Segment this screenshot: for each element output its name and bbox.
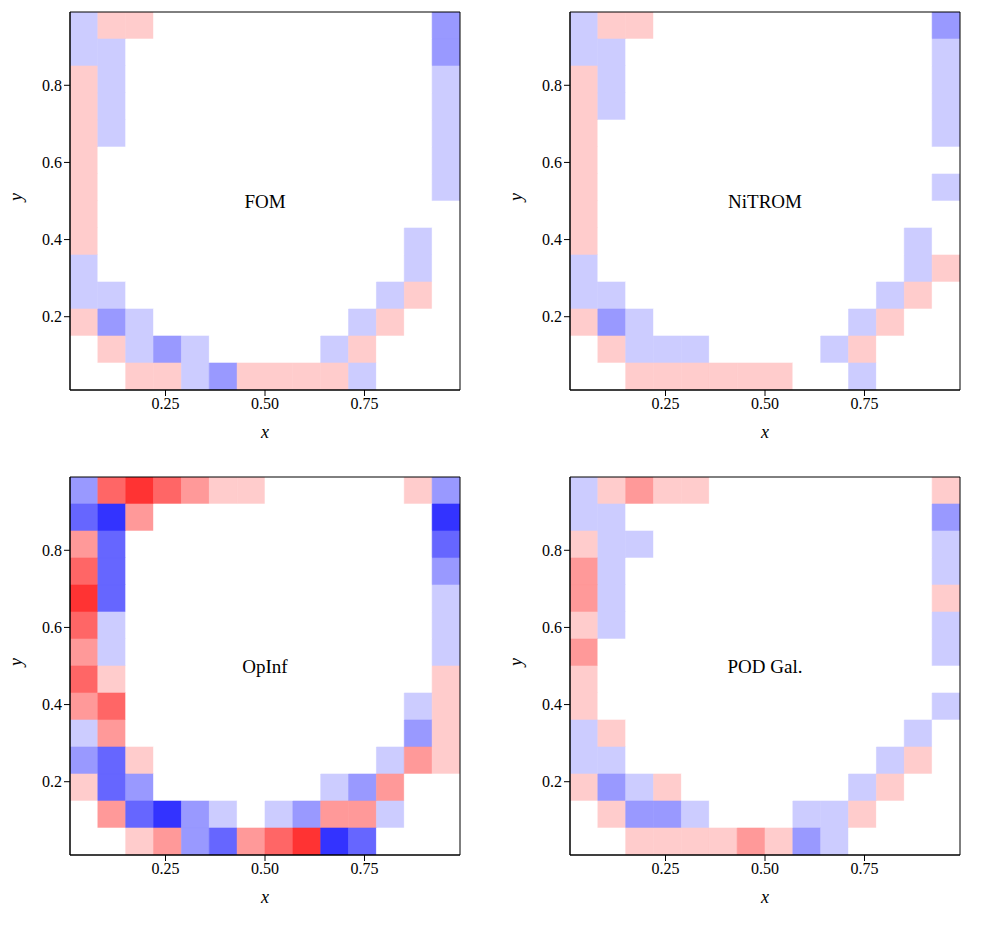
svg-text:0.25: 0.25 (652, 860, 680, 877)
svg-text:OpInf: OpInf (242, 656, 288, 677)
svg-text:0.75: 0.75 (850, 395, 878, 412)
svg-text:0.6: 0.6 (542, 154, 562, 171)
svg-text:x: x (260, 887, 269, 907)
svg-text:0.8: 0.8 (42, 542, 62, 559)
svg-text:POD Gal.: POD Gal. (728, 656, 803, 677)
svg-text:0.75: 0.75 (350, 860, 378, 877)
svg-text:0.4: 0.4 (542, 696, 562, 713)
svg-text:0.50: 0.50 (251, 860, 279, 877)
svg-text:0.50: 0.50 (751, 395, 779, 412)
svg-text:x: x (760, 422, 769, 442)
svg-text:0.6: 0.6 (542, 619, 562, 636)
svg-text:x: x (760, 887, 769, 907)
svg-text:y: y (6, 658, 26, 668)
svg-text:x: x (260, 422, 269, 442)
svg-text:0.25: 0.25 (652, 395, 680, 412)
svg-text:0.4: 0.4 (42, 696, 62, 713)
svg-text:y: y (6, 193, 26, 203)
svg-text:0.75: 0.75 (350, 395, 378, 412)
svg-text:0.25: 0.25 (152, 395, 180, 412)
svg-text:FOM: FOM (244, 191, 285, 212)
svg-text:0.8: 0.8 (542, 542, 562, 559)
svg-text:NiTROM: NiTROM (728, 191, 802, 212)
svg-text:0.75: 0.75 (850, 860, 878, 877)
svg-text:0.2: 0.2 (542, 773, 562, 790)
svg-text:0.2: 0.2 (542, 308, 562, 325)
svg-text:0.8: 0.8 (42, 77, 62, 94)
svg-text:0.4: 0.4 (542, 231, 562, 248)
svg-text:y: y (506, 193, 526, 203)
svg-text:0.6: 0.6 (42, 154, 62, 171)
svg-text:y: y (506, 658, 526, 668)
svg-text:0.2: 0.2 (42, 773, 62, 790)
svg-text:0.25: 0.25 (152, 860, 180, 877)
svg-text:0.8: 0.8 (542, 77, 562, 94)
svg-text:0.50: 0.50 (751, 860, 779, 877)
svg-text:0.50: 0.50 (251, 395, 279, 412)
svg-text:0.6: 0.6 (42, 619, 62, 636)
svg-text:0.2: 0.2 (42, 308, 62, 325)
svg-text:0.4: 0.4 (42, 231, 62, 248)
